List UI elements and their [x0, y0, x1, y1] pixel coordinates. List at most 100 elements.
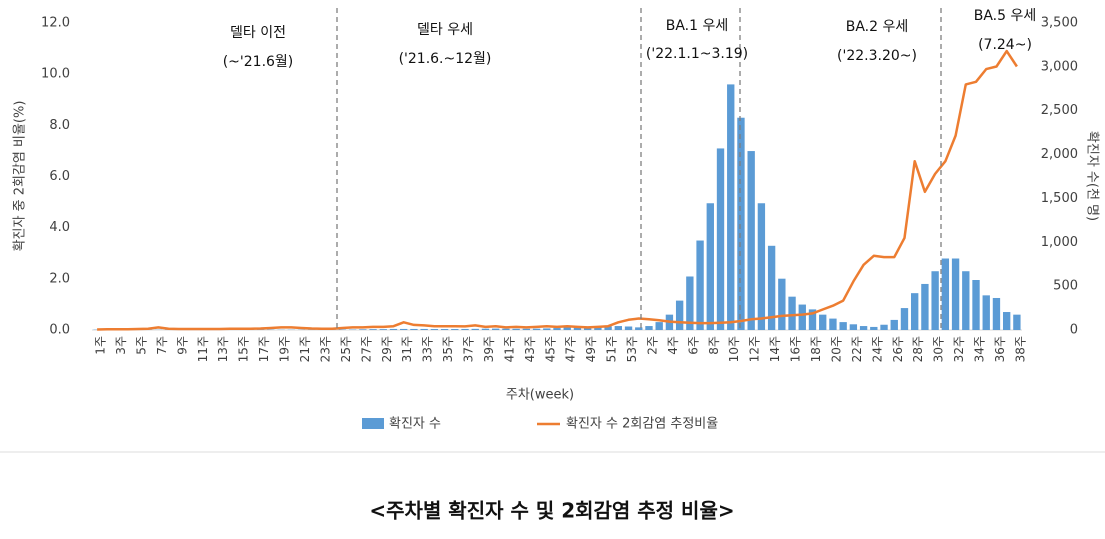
y-tick-label: 2.0: [49, 271, 70, 286]
y-tick-label: 0.0: [49, 323, 70, 338]
bar: [890, 319, 898, 330]
bar: [400, 328, 408, 330]
bar: [839, 322, 847, 330]
x-tick-label: 13주: [216, 336, 230, 362]
x-tick-label: 45주: [543, 336, 557, 362]
y2-tick-label: 1,500: [1041, 191, 1078, 206]
x-tick-label: 33주: [421, 336, 435, 362]
x-tick-label: 20주: [829, 336, 843, 362]
x-tick-label: 27주: [359, 336, 373, 362]
x-tick-label: 25주: [339, 336, 353, 362]
x-tick-label: 38주: [1013, 336, 1027, 362]
bar: [992, 297, 1001, 330]
x-tick-label: 39주: [482, 336, 496, 362]
bar: [420, 328, 428, 330]
bar: [1013, 314, 1021, 330]
x-tick-label: 7주: [155, 336, 169, 355]
bar: [747, 151, 755, 330]
bar: [686, 276, 694, 330]
y2-tick-label: 3,000: [1041, 59, 1078, 74]
x-axis-label: 주차(week): [506, 388, 574, 403]
bar: [614, 326, 622, 330]
legend-label: 확진자 수 2회감염 추정비율: [566, 417, 718, 432]
x-tick-label: 1주: [94, 336, 108, 355]
y2-tick-label: 1,000: [1041, 235, 1078, 250]
y-tick-label: 4.0: [49, 220, 70, 235]
x-tick-label: 34주: [973, 336, 987, 362]
annotation: (~'21.6월): [223, 54, 294, 70]
annotation: ('21.6.~12월): [399, 51, 492, 67]
bar: [502, 328, 510, 330]
bar: [757, 203, 766, 330]
annotation: BA.1 우세: [666, 18, 729, 34]
bar: [951, 258, 960, 330]
x-tick-label: 26주: [891, 336, 905, 362]
bar: [859, 326, 868, 330]
y2-axis-label: 확진자 수(천 명): [1085, 131, 1100, 221]
bar: [982, 295, 990, 330]
x-tick-label: 12주: [748, 336, 762, 362]
x-tick-label: 22주: [850, 336, 864, 362]
bar: [461, 328, 469, 330]
bar: [706, 203, 714, 330]
x-tick-label: 21주: [298, 336, 312, 362]
x-tick-label: 5주: [134, 336, 148, 355]
x-tick-label: 29주: [380, 336, 394, 362]
y2-tick-label: 3,500: [1041, 16, 1078, 31]
annotation: BA.2 우세: [846, 19, 909, 35]
bar: [512, 328, 520, 330]
x-tick-label: 35주: [441, 336, 455, 362]
x-tick-label: 19주: [278, 336, 292, 362]
annotation: 델타 이전: [230, 25, 286, 41]
bar: [808, 309, 817, 330]
bar: [931, 271, 939, 330]
x-tick-label: 18주: [809, 336, 823, 362]
bar: [696, 240, 704, 330]
bar: [563, 327, 571, 330]
x-tick-label: 4주: [666, 336, 680, 355]
line: [97, 49, 1018, 331]
x-tick-label: 31주: [400, 336, 414, 362]
x-tick-label: 43주: [523, 336, 537, 362]
bar: [471, 328, 479, 330]
y2-tick-label: 2,000: [1041, 147, 1078, 162]
x-tick-label: 53주: [625, 336, 639, 362]
bar: [440, 329, 449, 330]
x-tick-label: 24주: [870, 336, 884, 362]
x-tick-label: 30주: [932, 336, 946, 362]
x-tick-label: 23주: [318, 336, 332, 362]
x-tick-label: 15주: [237, 336, 251, 362]
bar: [778, 278, 786, 330]
bar: [819, 314, 827, 330]
bar: [492, 328, 500, 330]
bar: [410, 328, 418, 330]
bar: [359, 329, 367, 330]
annotation: ('22.1.1~3.19): [646, 46, 748, 62]
bar: [941, 258, 950, 330]
x-tick-label: 11주: [196, 336, 210, 362]
bar: [829, 318, 837, 330]
x-tick-label: 47주: [564, 336, 578, 362]
x-tick-label: 2주: [645, 336, 659, 355]
bar: [911, 293, 919, 330]
bar: [962, 271, 970, 330]
bar: [573, 326, 582, 330]
bar: [1002, 312, 1011, 330]
y-tick-label: 6.0: [49, 169, 70, 184]
y2-tick-label: 2,500: [1041, 103, 1078, 118]
bar: [635, 327, 643, 330]
x-tick-label: 10주: [727, 336, 741, 362]
bar: [675, 300, 684, 330]
x-tick-label: 51주: [605, 336, 619, 362]
bar: [655, 322, 663, 330]
bar: [870, 326, 878, 330]
x-tick-label: 37주: [462, 336, 476, 362]
bar: [604, 326, 612, 330]
y-tick-label: 12.0: [41, 16, 70, 31]
annotation: 델타 우세: [417, 22, 473, 38]
bar: [481, 328, 490, 330]
bar: [921, 283, 929, 330]
y2-tick-label: 500: [1053, 279, 1078, 294]
annotation: BA.5 우세: [974, 8, 1037, 24]
bar: [389, 328, 398, 330]
